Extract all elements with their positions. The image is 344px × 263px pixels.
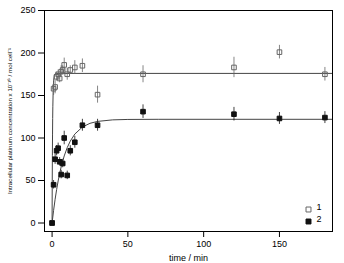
svg-text:1: 1 xyxy=(317,202,322,212)
svg-text:2: 2 xyxy=(317,214,322,224)
svg-text:50: 50 xyxy=(25,175,35,185)
svg-text:100: 100 xyxy=(20,133,35,143)
svg-text:150: 150 xyxy=(272,239,287,249)
svg-text:time / min: time / min xyxy=(169,253,208,263)
svg-text:100: 100 xyxy=(196,239,211,249)
svg-text:50: 50 xyxy=(123,239,133,249)
svg-text:0: 0 xyxy=(50,239,55,249)
svg-text:0: 0 xyxy=(30,218,35,228)
svg-text:150: 150 xyxy=(20,90,35,100)
svg-text:Intracellular platinum concent: Intracellular platinum concentration x 1… xyxy=(6,48,13,194)
svg-text:200: 200 xyxy=(20,48,35,58)
svg-text:250: 250 xyxy=(20,5,35,15)
